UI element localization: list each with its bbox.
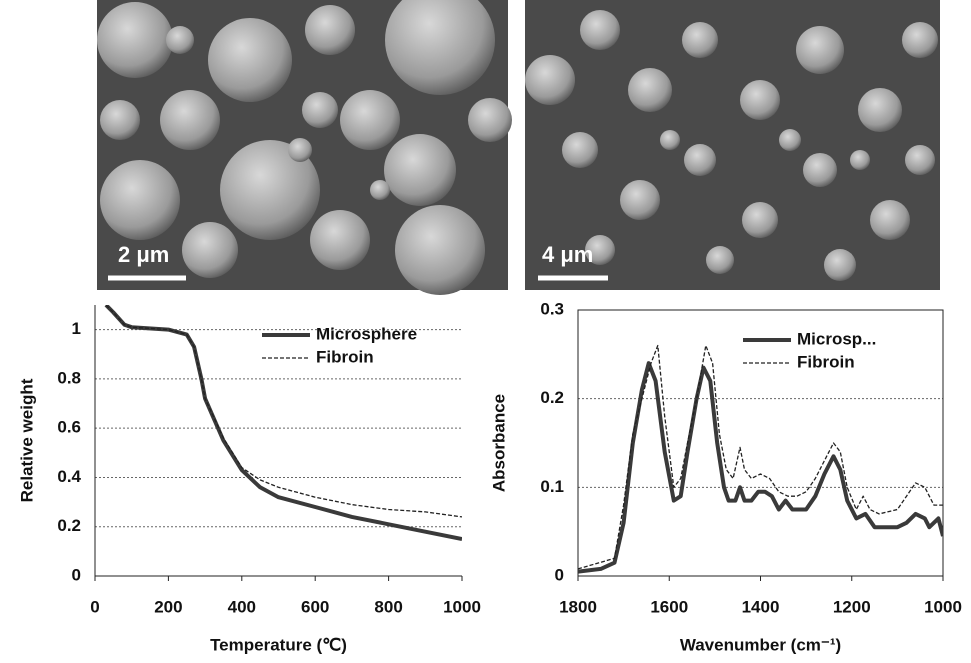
legend-label: Fibroin bbox=[797, 352, 855, 371]
y-tick-label: 0.8 bbox=[57, 368, 81, 387]
x-tick-label: 1000 bbox=[924, 597, 962, 616]
y-axis-title: Absorbance bbox=[489, 394, 508, 492]
legend-label: Microsphere bbox=[316, 324, 417, 343]
y-tick-label: 0.2 bbox=[57, 516, 81, 535]
x-tick-label: 800 bbox=[374, 597, 402, 616]
y-tick-label: 1 bbox=[72, 319, 81, 338]
x-axis-title: Temperature (℃) bbox=[210, 635, 347, 654]
x-tick-label: 1200 bbox=[833, 597, 871, 616]
sem-image-left: 2 μm bbox=[97, 0, 512, 295]
sem-image-right: 4 μm bbox=[525, 0, 940, 290]
y-tick-label: 0.6 bbox=[57, 418, 81, 437]
scale-bar-label: 2 μm bbox=[118, 242, 169, 267]
scale-bar-label: 4 μm bbox=[542, 242, 593, 267]
x-tick-label: 600 bbox=[301, 597, 329, 616]
legend-label: Microsp... bbox=[797, 329, 876, 348]
legend-label: Fibroin bbox=[316, 347, 374, 366]
y-tick-label: 0.4 bbox=[57, 467, 81, 486]
x-tick-label: 400 bbox=[228, 597, 256, 616]
figure: 2 μm 4 μm 0 0.2 0.4 0.6 0.8 1 0 200 400 600 800 100… bbox=[0, 0, 971, 663]
x-tick-label: 0 bbox=[90, 597, 99, 616]
x-tick-label: 1000 bbox=[443, 597, 481, 616]
y-tick-label: 0.2 bbox=[540, 388, 564, 407]
y-tick-label: 0 bbox=[72, 565, 81, 584]
y-axis-title: Relative weight bbox=[17, 378, 36, 502]
x-tick-label: 1400 bbox=[742, 597, 780, 616]
x-tick-label: 1600 bbox=[650, 597, 688, 616]
series-line bbox=[578, 363, 943, 571]
x-axis-title: Wavenumber (cm⁻¹) bbox=[680, 635, 841, 654]
y-tick-label: 0.3 bbox=[540, 299, 564, 318]
x-tick-label: 1800 bbox=[559, 597, 597, 616]
x-tick-label: 200 bbox=[154, 597, 182, 616]
plot-area bbox=[578, 346, 943, 572]
y-tick-label: 0 bbox=[555, 565, 564, 584]
y-tick-label: 0.1 bbox=[540, 477, 564, 496]
